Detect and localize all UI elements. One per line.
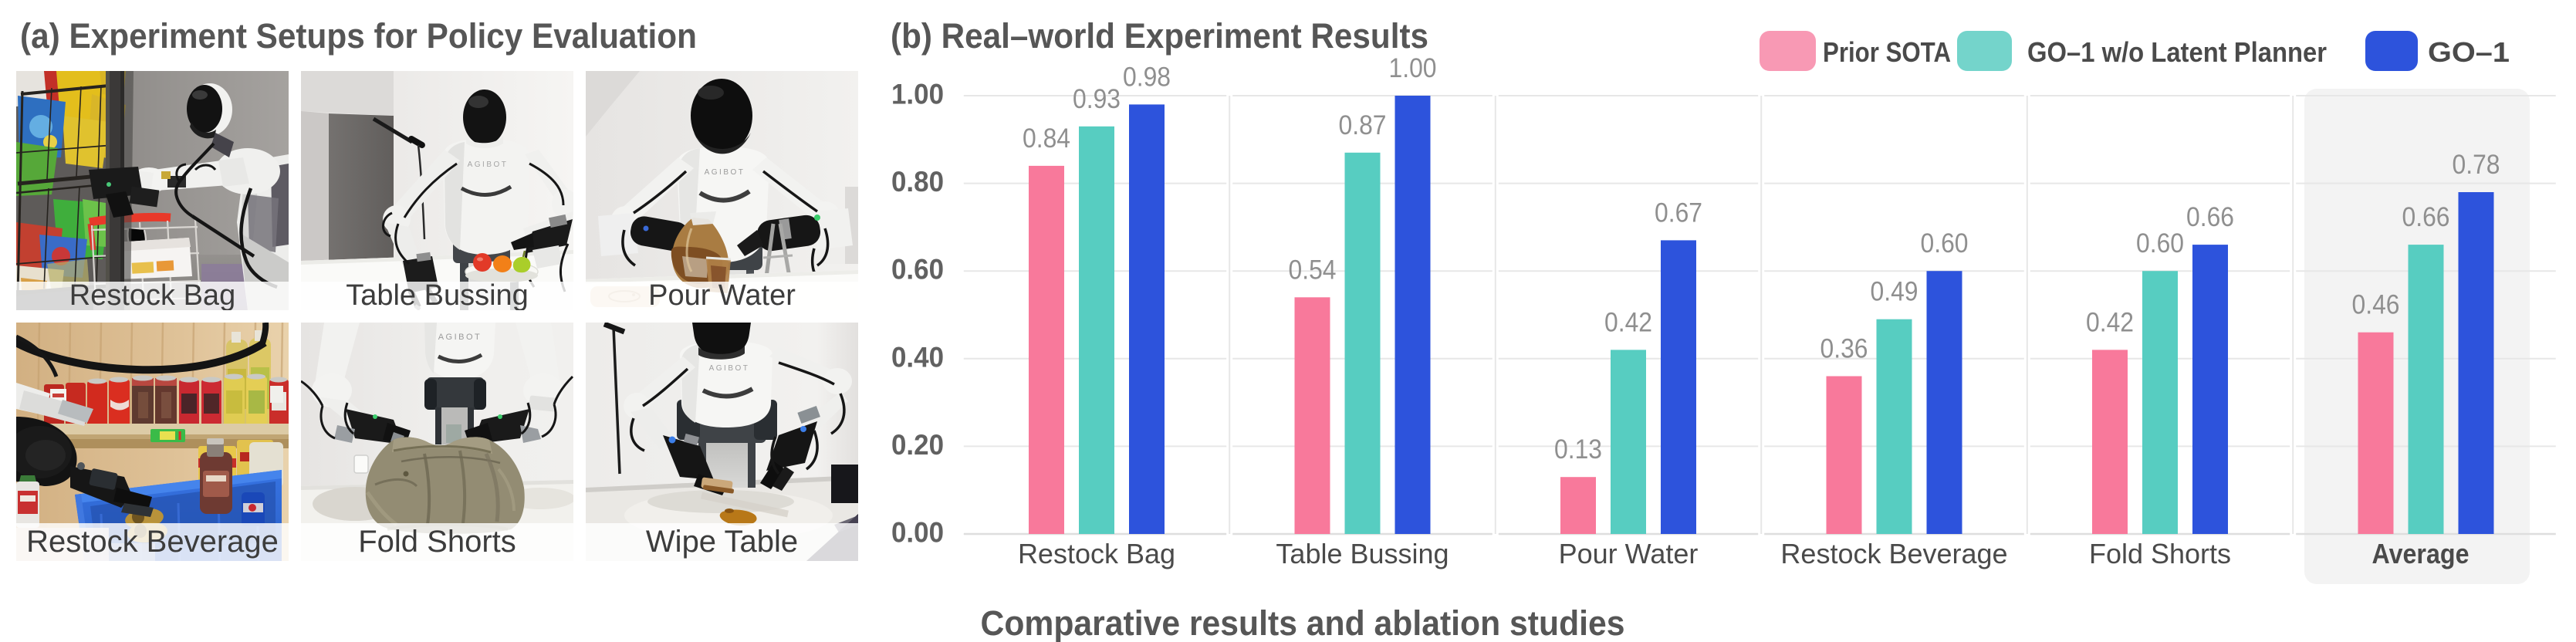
svg-text:0.66: 0.66: [2186, 202, 2234, 232]
svg-text:Pour Water: Pour Water: [1559, 538, 1699, 569]
svg-text:0.20: 0.20: [891, 429, 944, 461]
svg-text:Table Bussing: Table Bussing: [1276, 538, 1449, 569]
svg-text:0.84: 0.84: [1023, 123, 1070, 154]
svg-text:AGIBOT: AGIBOT: [438, 333, 482, 342]
svg-text:0.49: 0.49: [1871, 277, 1918, 307]
svg-text:0.60: 0.60: [891, 254, 944, 286]
svg-text:0.36: 0.36: [1820, 334, 1868, 364]
svg-text:0.93: 0.93: [1073, 84, 1121, 114]
svg-text:Restock Bag: Restock Bag: [1018, 538, 1175, 569]
svg-text:Restock Beverage: Restock Beverage: [1780, 538, 2007, 569]
svg-text:0.66: 0.66: [2402, 202, 2450, 232]
svg-text:1.00: 1.00: [891, 79, 944, 110]
svg-text:AGIBOT: AGIBOT: [705, 168, 745, 177]
svg-text:0.42: 0.42: [2086, 307, 2134, 337]
svg-text:(b) Real–world Experiment Resu: (b) Real–world Experiment Results: [891, 16, 1428, 56]
svg-text:0.00: 0.00: [891, 517, 944, 549]
svg-text:GO–1: GO–1: [2428, 36, 2510, 68]
svg-text:Fold Shorts: Fold Shorts: [2089, 538, 2231, 569]
svg-text:0.98: 0.98: [1123, 62, 1171, 92]
svg-text:0.87: 0.87: [1339, 110, 1387, 140]
svg-text:AGIBOT: AGIBOT: [468, 160, 509, 169]
svg-text:(a) Experiment Setups for Poli: (a) Experiment Setups for Policy Evaluat…: [20, 16, 697, 56]
svg-text:1.00: 1.00: [1389, 53, 1437, 83]
svg-text:GO–1 w/o Latent Planner: GO–1 w/o Latent Planner: [2027, 36, 2327, 68]
svg-text:0.78: 0.78: [2453, 150, 2500, 180]
svg-text:0.42: 0.42: [1604, 307, 1652, 337]
svg-text:0.13: 0.13: [1554, 434, 1602, 465]
svg-text:AGIBOT: AGIBOT: [709, 364, 750, 373]
svg-text:Comparative results and ablati: Comparative results and ablation studies: [981, 603, 1625, 642]
svg-text:0.67: 0.67: [1655, 198, 1702, 228]
svg-text:Average: Average: [2372, 538, 2470, 569]
svg-text:0.54: 0.54: [1289, 255, 1337, 285]
svg-text:0.46: 0.46: [2352, 290, 2400, 320]
svg-text:Prior SOTA: Prior SOTA: [1823, 36, 1951, 68]
svg-text:0.60: 0.60: [1921, 228, 1969, 258]
svg-text:0.80: 0.80: [891, 166, 944, 198]
svg-text:0.60: 0.60: [2136, 228, 2184, 258]
svg-text:0.40: 0.40: [891, 341, 944, 373]
